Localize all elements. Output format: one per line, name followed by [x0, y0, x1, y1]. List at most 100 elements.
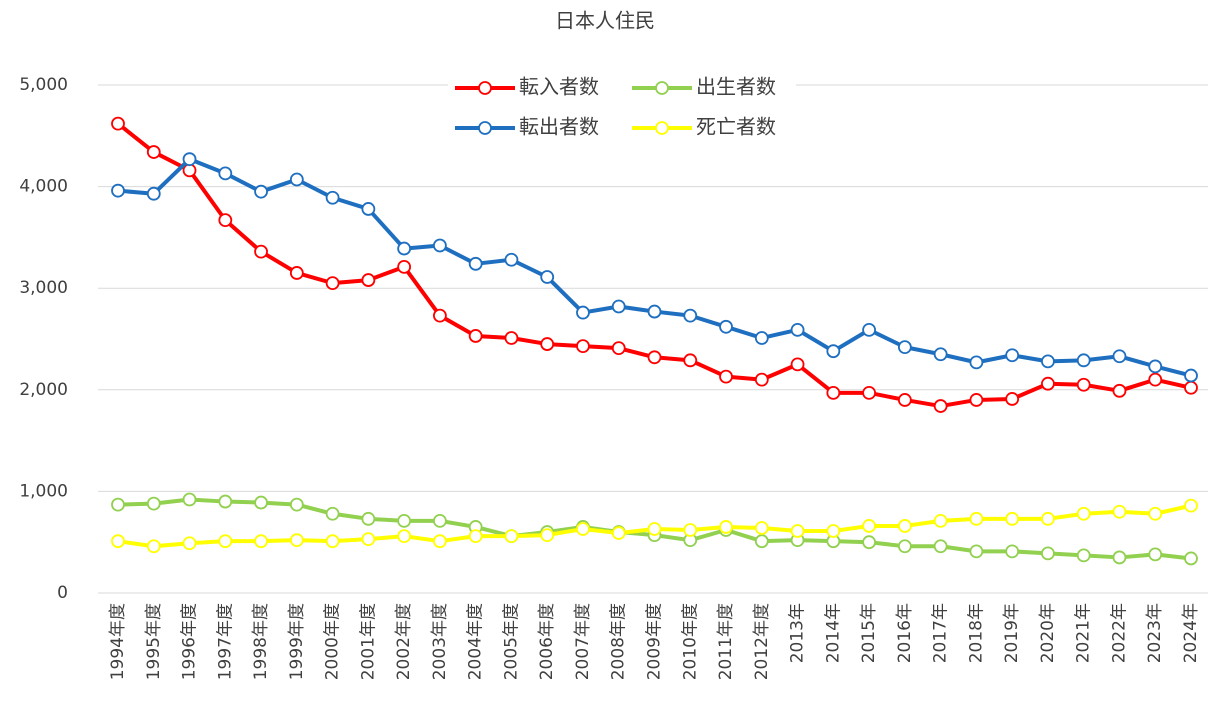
data-point	[969, 511, 984, 526]
data-point	[218, 213, 233, 228]
data-point	[146, 539, 161, 554]
x-tick-label: 1998年度	[251, 603, 271, 680]
x-tick-label: 2017年	[931, 603, 951, 663]
data-point	[647, 350, 662, 365]
data-point	[826, 524, 841, 538]
data-point	[1184, 551, 1198, 566]
data-point	[146, 145, 161, 159]
data-point	[289, 533, 304, 548]
data-point	[111, 497, 125, 512]
x-tick-label: 2015年	[859, 603, 879, 663]
x-tick-label: 2002年度	[394, 603, 414, 680]
data-point	[862, 535, 876, 550]
data-point	[611, 341, 626, 356]
data-point	[1041, 376, 1055, 391]
y-tick-label: 5,000	[19, 75, 68, 95]
data-point	[289, 266, 304, 280]
data-point	[683, 308, 698, 323]
x-tick-label: 1997年度	[215, 603, 235, 680]
data-point	[111, 116, 125, 131]
data-point	[182, 492, 197, 507]
x-tick-label: 2024年	[1181, 603, 1201, 663]
x-tick-label: 2011年度	[716, 603, 736, 680]
data-point	[576, 522, 590, 536]
data-point	[862, 322, 876, 337]
data-point	[504, 529, 519, 544]
chart-title: 日本人住民	[555, 9, 655, 33]
x-tick-label: 2019年	[1002, 603, 1022, 663]
data-point	[504, 252, 519, 267]
data-point	[1076, 506, 1091, 521]
data-point	[933, 347, 948, 362]
x-tick-label: 2009年度	[645, 603, 665, 680]
data-point	[719, 520, 733, 534]
data-point	[468, 329, 483, 343]
data-point	[1148, 506, 1163, 521]
legend-marker	[655, 81, 669, 95]
data-point	[361, 202, 376, 216]
data-point	[1148, 359, 1163, 374]
x-tick-label: 2022年	[1109, 603, 1129, 663]
legend-marker	[655, 121, 669, 135]
data-point	[540, 270, 555, 284]
data-point	[361, 273, 376, 287]
data-point	[397, 259, 412, 274]
data-point	[1148, 372, 1163, 387]
data-point	[826, 344, 841, 359]
data-point	[468, 256, 483, 271]
data-point	[1005, 348, 1020, 363]
x-tick-label: 2000年度	[323, 603, 343, 680]
data-point	[1184, 498, 1198, 513]
data-point	[540, 528, 555, 542]
data-point	[1148, 547, 1163, 562]
data-point	[432, 513, 447, 528]
y-tick-label: 2,000	[19, 380, 68, 400]
x-tick-label: 2001年度	[358, 603, 378, 680]
data-point	[1184, 368, 1198, 383]
data-point	[182, 152, 197, 167]
data-point	[1041, 511, 1055, 526]
data-point	[826, 385, 841, 400]
x-tick-label: 2016年	[895, 603, 915, 663]
data-point	[111, 183, 125, 198]
data-point	[146, 186, 161, 201]
x-tick-label: 2012年度	[752, 603, 772, 680]
data-point	[325, 190, 340, 205]
y-tick-label: 1,000	[19, 481, 68, 501]
x-tick-label: 2018年	[966, 603, 986, 663]
data-point	[254, 244, 268, 259]
data-point	[289, 497, 304, 512]
x-tick-label: 2013年	[788, 603, 808, 663]
data-point	[719, 319, 733, 334]
data-point	[1076, 353, 1091, 368]
x-tick-label: 2020年	[1038, 603, 1058, 663]
data-point	[254, 534, 268, 549]
data-point	[1005, 511, 1020, 526]
x-tick-label: 1999年度	[287, 603, 307, 680]
data-point	[1005, 544, 1020, 559]
data-point	[182, 163, 197, 178]
y-tick-label: 0	[57, 583, 68, 603]
x-tick-label: 2005年度	[501, 603, 521, 680]
data-point	[754, 331, 769, 345]
data-point	[540, 337, 555, 351]
data-point	[111, 534, 125, 549]
data-point	[1076, 377, 1091, 392]
data-point	[218, 166, 233, 181]
data-point	[862, 385, 876, 400]
data-point	[432, 534, 447, 549]
data-point	[397, 529, 412, 544]
x-tick-label: 2006年度	[537, 603, 557, 680]
x-tick-label: 2023年	[1145, 603, 1165, 663]
legend-label: 転入者数	[519, 75, 599, 99]
series-line	[117, 157, 1192, 378]
legend-marker	[478, 81, 492, 95]
data-point	[325, 276, 340, 291]
data-point	[1076, 548, 1091, 563]
data-point	[325, 534, 340, 549]
legend-label: 出生者数	[696, 75, 776, 99]
data-point	[254, 184, 268, 199]
data-point	[289, 172, 304, 187]
x-tick-label: 1994年度	[108, 603, 128, 680]
data-point	[790, 322, 805, 337]
